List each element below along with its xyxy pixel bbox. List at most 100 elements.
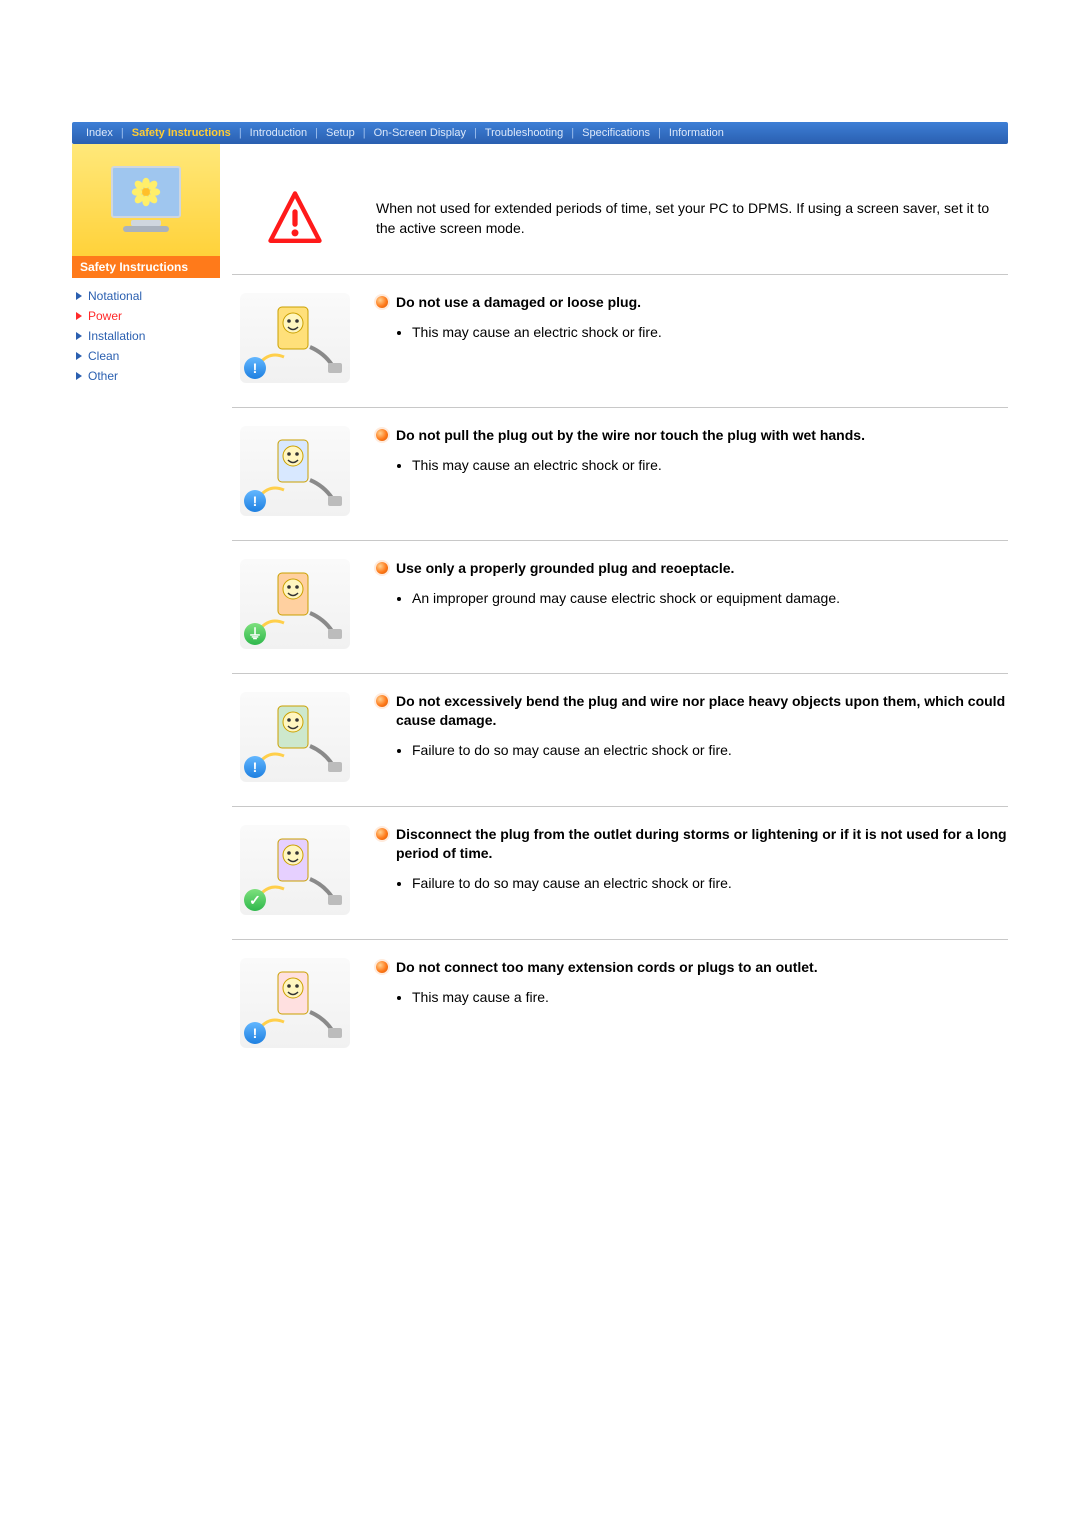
instruction-title: Disconnect the plug from the outlet duri… bbox=[396, 825, 1008, 863]
sidebar-menu: Notational Power Installation Clean Other bbox=[72, 278, 220, 394]
instruction-illustration: ! bbox=[232, 958, 358, 1048]
instruction-title: Do not connect too many extension cords … bbox=[396, 958, 818, 977]
nav-tab-setup[interactable]: Setup bbox=[320, 127, 361, 139]
bullet-icon bbox=[376, 429, 388, 441]
caution-badge-icon: ! bbox=[244, 1022, 266, 1044]
nav-tab-information[interactable]: Information bbox=[663, 127, 730, 139]
section-divider bbox=[232, 407, 1008, 408]
nav-tab-on-screen-display[interactable]: On-Screen Display bbox=[368, 127, 472, 139]
caution-badge-icon: ! bbox=[244, 490, 266, 512]
cartoon-icon: ! bbox=[240, 426, 350, 516]
instruction-points: Failure to do so may cause an electric s… bbox=[376, 730, 1008, 760]
top-nav: Index|Safety Instructions|Introduction|S… bbox=[72, 122, 1008, 144]
instruction-points: This may cause an electric shock or fire… bbox=[376, 312, 1008, 342]
instruction-block: ! Do not connect too many extension cords… bbox=[232, 950, 1008, 1062]
instruction-points: An improper ground may cause electric sh… bbox=[376, 578, 1008, 608]
instruction-body: Do not excessively bend the plug and wir… bbox=[358, 692, 1008, 782]
nav-separator: | bbox=[313, 127, 320, 139]
section-divider bbox=[232, 806, 1008, 807]
flower-icon bbox=[129, 177, 163, 207]
instruction-block: ! Do not pull the plug out by the wire no… bbox=[232, 418, 1008, 530]
instruction-block: ! Do not use a damaged or loose plug. This… bbox=[232, 285, 1008, 397]
bullet-icon bbox=[376, 695, 388, 707]
section-divider bbox=[232, 540, 1008, 541]
nav-tab-troubleshooting[interactable]: Troubleshooting bbox=[479, 127, 569, 139]
instruction-point: This may cause an electric shock or fire… bbox=[412, 455, 1008, 475]
chevron-right-icon bbox=[76, 292, 82, 300]
sidebar-section-header: Safety Instructions bbox=[72, 256, 220, 278]
instruction-illustration: ! bbox=[232, 692, 358, 782]
sidebar-item-label[interactable]: Other bbox=[88, 369, 118, 383]
chevron-right-icon bbox=[76, 312, 82, 320]
instruction-title: Do not pull the plug out by the wire nor… bbox=[396, 426, 865, 445]
sidebar: Safety Instructions Notational Power Insta… bbox=[72, 144, 220, 1062]
instruction-points: This may cause a fire. bbox=[376, 977, 1008, 1007]
bullet-icon bbox=[376, 828, 388, 840]
sidebar-item-label[interactable]: Notational bbox=[88, 289, 142, 303]
bullet-icon bbox=[376, 562, 388, 574]
instruction-point: An improper ground may cause electric sh… bbox=[412, 588, 1008, 608]
instruction-title: Use only a properly grounded plug and re… bbox=[396, 559, 734, 578]
intro-block: When not used for extended periods of ti… bbox=[232, 144, 1008, 264]
sidebar-item-other[interactable]: Other bbox=[76, 366, 216, 386]
sidebar-item-label[interactable]: Clean bbox=[88, 349, 119, 363]
instruction-point: This may cause an electric shock or fire… bbox=[412, 322, 1008, 342]
instruction-block: ✓ Disconnect the plug from the outlet dur… bbox=[232, 817, 1008, 929]
nav-separator: | bbox=[472, 127, 479, 139]
instruction-block: ! Do not excessively bend the plug and wi… bbox=[232, 684, 1008, 796]
nav-separator: | bbox=[569, 127, 576, 139]
instruction-illustration: ! bbox=[232, 293, 358, 383]
section-divider bbox=[232, 939, 1008, 940]
bullet-icon bbox=[376, 961, 388, 973]
sidebar-item-installation[interactable]: Installation bbox=[76, 326, 216, 346]
sidebar-item-label[interactable]: Power bbox=[88, 309, 122, 323]
main-content: When not used for extended periods of ti… bbox=[220, 144, 1008, 1062]
instruction-body: Do not use a damaged or loose plug. This … bbox=[358, 293, 1008, 383]
chevron-right-icon bbox=[76, 332, 82, 340]
instruction-title: Do not use a damaged or loose plug. bbox=[396, 293, 641, 312]
intro-text: When not used for extended periods of ti… bbox=[358, 198, 1008, 239]
nav-tab-specifications[interactable]: Specifications bbox=[576, 127, 656, 139]
cartoon-icon: ! bbox=[240, 692, 350, 782]
caution-badge-icon: ! bbox=[244, 357, 266, 379]
instruction-point: Failure to do so may cause an electric s… bbox=[412, 873, 1008, 893]
info-badge-icon: ⏚ bbox=[244, 623, 266, 645]
nav-separator: | bbox=[361, 127, 368, 139]
instruction-point: This may cause a fire. bbox=[412, 987, 1008, 1007]
cartoon-icon: ✓ bbox=[240, 825, 350, 915]
instruction-points: This may cause an electric shock or fire… bbox=[376, 445, 1008, 475]
cartoon-icon: ⏚ bbox=[240, 559, 350, 649]
instruction-illustration: ⏚ bbox=[232, 559, 358, 649]
instruction-points: Failure to do so may cause an electric s… bbox=[376, 863, 1008, 893]
chevron-right-icon bbox=[76, 372, 82, 380]
instruction-illustration: ! bbox=[232, 426, 358, 516]
nav-separator: | bbox=[119, 127, 126, 139]
sidebar-hero bbox=[72, 144, 220, 256]
warning-triangle-icon bbox=[267, 190, 323, 246]
cartoon-icon: ! bbox=[240, 958, 350, 1048]
instruction-body: Disconnect the plug from the outlet duri… bbox=[358, 825, 1008, 915]
instruction-illustration: ✓ bbox=[232, 825, 358, 915]
instruction-body: Do not connect too many extension cords … bbox=[358, 958, 1008, 1048]
section-divider bbox=[232, 673, 1008, 674]
sidebar-item-power[interactable]: Power bbox=[76, 306, 216, 326]
nav-separator: | bbox=[656, 127, 663, 139]
bullet-icon bbox=[376, 296, 388, 308]
instruction-title: Do not excessively bend the plug and wir… bbox=[396, 692, 1008, 730]
sidebar-item-label[interactable]: Installation bbox=[88, 329, 145, 343]
instruction-body: Use only a properly grounded plug and re… bbox=[358, 559, 1008, 649]
instruction-point: Failure to do so may cause an electric s… bbox=[412, 740, 1008, 760]
sidebar-item-clean[interactable]: Clean bbox=[76, 346, 216, 366]
section-divider bbox=[232, 274, 1008, 275]
cartoon-icon: ! bbox=[240, 293, 350, 383]
monitor-icon bbox=[107, 164, 185, 236]
instruction-block: ⏚ Use only a properly grounded plug and r… bbox=[232, 551, 1008, 663]
nav-tab-index[interactable]: Index bbox=[80, 127, 119, 139]
chevron-right-icon bbox=[76, 352, 82, 360]
nav-tab-safety-instructions[interactable]: Safety Instructions bbox=[126, 127, 237, 139]
sidebar-item-notational[interactable]: Notational bbox=[76, 286, 216, 306]
nav-separator: | bbox=[237, 127, 244, 139]
instruction-body: Do not pull the plug out by the wire nor… bbox=[358, 426, 1008, 516]
caution-badge-icon: ! bbox=[244, 756, 266, 778]
nav-tab-introduction[interactable]: Introduction bbox=[244, 127, 313, 139]
